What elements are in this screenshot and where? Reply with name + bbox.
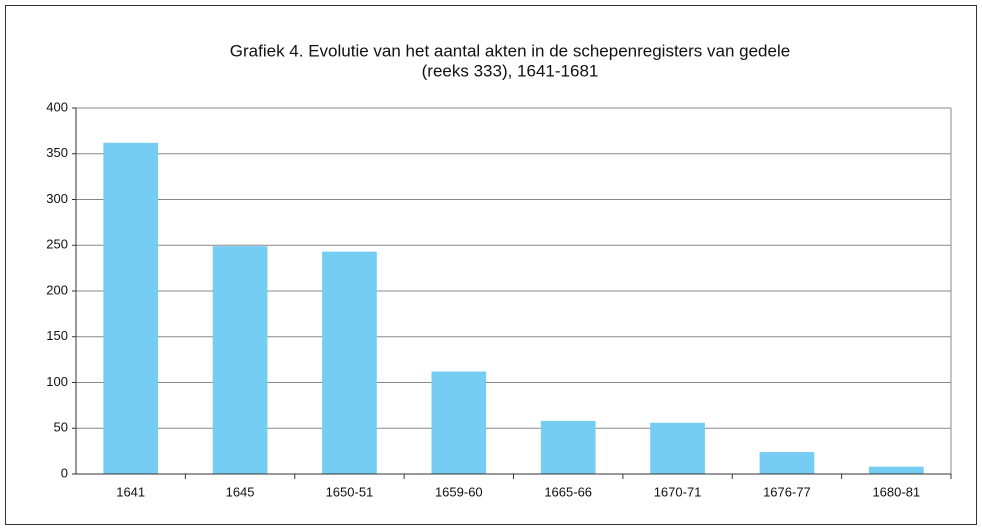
y-tick-label: 0 — [61, 465, 68, 480]
bar — [540, 420, 596, 474]
chart-title: Grafiek 4. Evolutie van het aantal akten… — [230, 41, 790, 60]
x-tick-label: 1676-77 — [763, 484, 811, 499]
x-tick-label: 1680-81 — [872, 484, 920, 499]
chart-title: (reeks 333), 1641-1681 — [422, 61, 599, 80]
bar — [431, 371, 487, 474]
y-tick-label: 200 — [46, 282, 68, 297]
y-tick-label: 250 — [46, 237, 68, 252]
y-tick-label: 50 — [54, 420, 68, 435]
x-tick-label: 1645 — [226, 484, 255, 499]
x-tick-label: 1665-66 — [544, 484, 592, 499]
y-tick-label: 400 — [46, 99, 68, 114]
y-tick-label: 150 — [46, 328, 68, 343]
x-tick-label: 1650-51 — [326, 484, 374, 499]
bar — [868, 466, 924, 474]
x-tick-label: 1641 — [116, 484, 145, 499]
x-tick-label: 1659-60 — [435, 484, 483, 499]
bar — [650, 422, 705, 474]
bar — [103, 142, 159, 474]
bar — [759, 452, 815, 474]
chart-frame — [5, 5, 977, 525]
y-tick-label: 100 — [46, 374, 68, 389]
bar — [322, 251, 377, 474]
y-tick-label: 350 — [46, 145, 68, 160]
x-tick-label: 1670-71 — [654, 484, 702, 499]
bar — [212, 246, 268, 474]
y-tick-label: 300 — [46, 191, 68, 206]
